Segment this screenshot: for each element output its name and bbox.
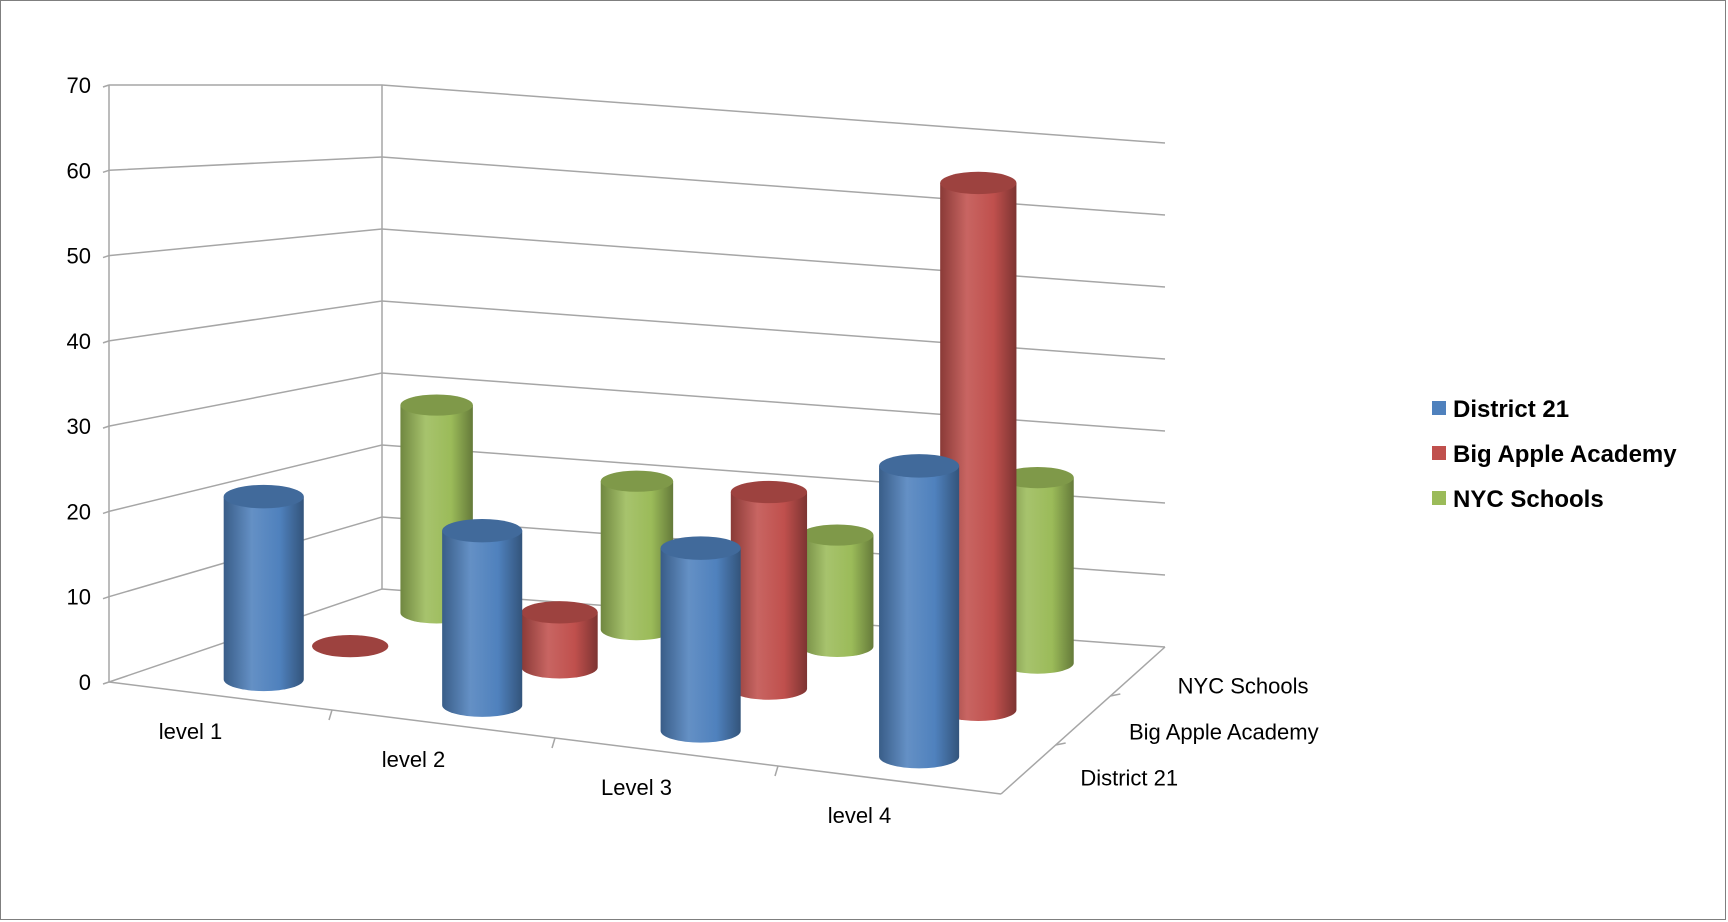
x-tick-label: level 1 bbox=[159, 719, 223, 744]
bars bbox=[223, 171, 1074, 769]
bar-1-big-apple-academy bbox=[312, 634, 389, 658]
bar-2-district-21 bbox=[442, 518, 523, 717]
depth-tick-mark bbox=[1055, 742, 1066, 746]
bar-4-big-apple-academy bbox=[940, 171, 1017, 722]
legend-label: NYC Schools bbox=[1453, 486, 1604, 513]
bar-body bbox=[600, 481, 674, 641]
x-tick-mark bbox=[328, 709, 333, 721]
bar-top bbox=[600, 470, 674, 492]
legend-label: District 21 bbox=[1453, 396, 1569, 423]
y-tick-mark bbox=[102, 425, 110, 429]
bar-3-nyc-schools bbox=[801, 524, 874, 657]
y-tick-mark bbox=[102, 340, 110, 344]
bar-2-nyc-schools bbox=[600, 470, 674, 641]
gridline bbox=[108, 228, 1166, 288]
bar-body bbox=[223, 496, 304, 692]
depth-axis-line bbox=[1000, 646, 1166, 795]
y-tick-label: 40 bbox=[67, 329, 91, 354]
y-tick-label: 20 bbox=[67, 499, 91, 524]
x-tick-mark bbox=[774, 765, 779, 777]
bar-4-nyc-schools bbox=[1001, 466, 1074, 674]
x-tick-label: level 4 bbox=[828, 803, 892, 828]
bar-top bbox=[879, 454, 960, 478]
bar-top bbox=[442, 518, 523, 543]
y-tick-mark bbox=[102, 596, 110, 600]
y-tick-mark bbox=[102, 254, 110, 259]
gridline bbox=[108, 300, 1166, 360]
depth-axis-labels: District 21 Big Apple Academy NYC Schools bbox=[1080, 674, 1318, 791]
y-tick-label: 60 bbox=[67, 158, 91, 183]
bar-body bbox=[940, 182, 1017, 722]
bar-top bbox=[801, 524, 874, 546]
bar-body bbox=[1001, 477, 1074, 674]
x-tick-label: Level 3 bbox=[601, 775, 672, 800]
depth-axis-label: NYC Schools bbox=[1178, 674, 1309, 699]
bar-1-district-21 bbox=[223, 484, 304, 692]
bar-top bbox=[312, 634, 389, 658]
y-tick-mark bbox=[102, 169, 110, 173]
bar-body bbox=[442, 530, 523, 717]
gridline bbox=[109, 84, 1166, 144]
bar-top bbox=[660, 536, 741, 560]
y-tick-mark bbox=[102, 510, 110, 515]
bar-top bbox=[521, 601, 598, 624]
y-tick-label: 30 bbox=[67, 414, 91, 439]
bar-3-district-21 bbox=[660, 536, 741, 743]
gridline bbox=[108, 372, 1166, 432]
depth-tick-mark bbox=[1110, 693, 1121, 697]
bar-2-big-apple-academy bbox=[521, 601, 598, 679]
depth-axis-label: District 21 bbox=[1080, 766, 1178, 791]
bar-body bbox=[879, 465, 960, 769]
bar-body bbox=[730, 492, 808, 700]
bar-body bbox=[521, 612, 598, 679]
gridline bbox=[108, 156, 1166, 216]
y-tick-label: 50 bbox=[67, 244, 91, 269]
bar-top bbox=[400, 394, 473, 416]
legend-swatch bbox=[1432, 401, 1446, 415]
legend-swatch bbox=[1432, 446, 1446, 460]
x-tick-mark bbox=[551, 737, 556, 749]
y-tick-label: 0 bbox=[79, 670, 91, 695]
bar-top bbox=[940, 171, 1017, 195]
bar-body bbox=[660, 548, 741, 743]
depth-axis-label: Big Apple Academy bbox=[1129, 720, 1319, 745]
bar-top bbox=[1001, 466, 1074, 489]
bar-4-district-21 bbox=[879, 454, 960, 769]
x-tick-label: level 2 bbox=[382, 747, 446, 772]
bar-top bbox=[730, 480, 808, 504]
legend-swatch bbox=[1432, 491, 1446, 505]
y-tick-label: 70 bbox=[67, 73, 91, 98]
legend: District 21 Big Apple Academy NYC Schools bbox=[1432, 396, 1677, 513]
x-axis-tick-labels: level 1 level 2 Level 3 level 4 bbox=[159, 719, 892, 828]
bar-body bbox=[801, 535, 874, 657]
y-tick-mark bbox=[102, 681, 110, 685]
y-tick-mark bbox=[102, 84, 110, 88]
y-tick-label: 10 bbox=[67, 585, 91, 610]
y-axis-tick-labels: 0 10 20 30 40 50 60 70 bbox=[67, 73, 91, 695]
legend-label: Big Apple Academy bbox=[1453, 441, 1677, 468]
bar-top bbox=[223, 484, 304, 509]
bar-3-big-apple-academy bbox=[730, 480, 808, 700]
